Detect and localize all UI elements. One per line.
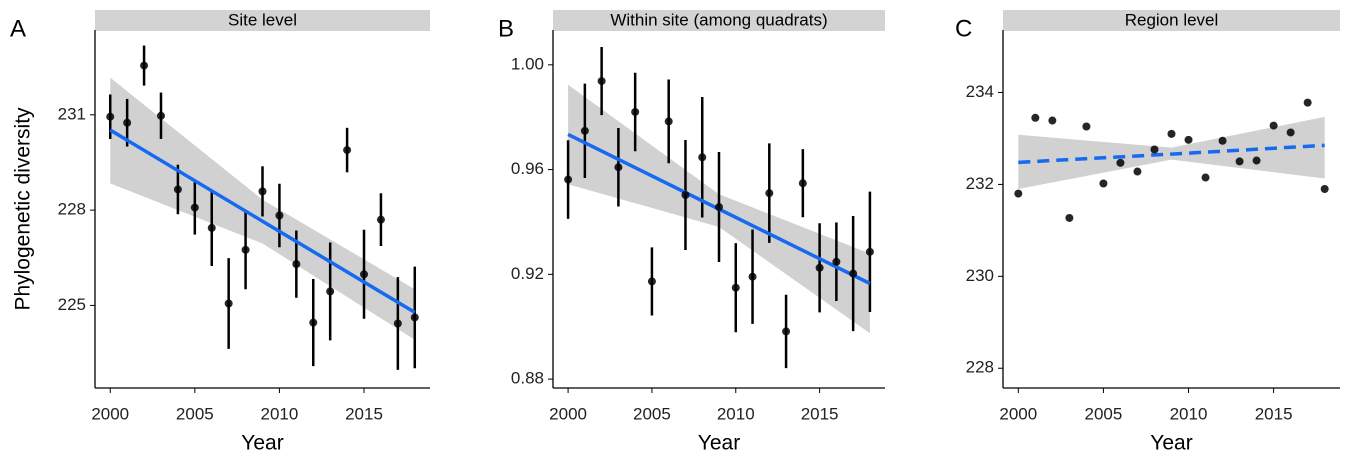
point — [1320, 185, 1329, 194]
y-tick-label: 1.00 — [511, 54, 544, 73]
y-tick-label: 230 — [966, 266, 994, 285]
point — [815, 263, 824, 272]
point — [393, 319, 402, 328]
point — [292, 260, 301, 269]
y-tick-label: 234 — [966, 82, 994, 101]
point — [140, 61, 149, 70]
point — [564, 175, 573, 184]
point — [106, 112, 115, 121]
point — [731, 283, 740, 292]
point — [647, 277, 656, 286]
point — [1303, 98, 1312, 107]
point — [580, 126, 589, 135]
point — [1150, 145, 1159, 154]
point — [664, 117, 673, 126]
point — [765, 189, 774, 198]
y-tick-label: 232 — [966, 174, 994, 193]
point — [1286, 128, 1295, 137]
point — [123, 118, 132, 127]
point — [343, 146, 352, 155]
x-tick-label: 2005 — [633, 404, 671, 423]
point — [1269, 121, 1278, 130]
point — [1065, 213, 1074, 222]
y-tick-label: 0.92 — [511, 264, 544, 283]
point — [631, 107, 640, 116]
point — [748, 272, 757, 281]
point — [832, 257, 841, 266]
strip — [553, 10, 885, 31]
point — [1184, 135, 1193, 144]
x-tick-label: 2005 — [176, 404, 214, 423]
point — [614, 163, 623, 172]
point — [1082, 122, 1091, 131]
point — [190, 203, 199, 212]
point — [1099, 179, 1108, 188]
point — [1218, 136, 1227, 145]
y-tick-label: 228 — [966, 358, 994, 377]
x-axis-title: Year — [1150, 432, 1192, 455]
point — [798, 179, 807, 188]
point — [1201, 173, 1210, 182]
x-tick-label: 2015 — [345, 404, 383, 423]
y-tick-label: 231 — [58, 104, 86, 123]
y-tick-label: 228 — [58, 200, 86, 219]
strip — [95, 10, 430, 31]
point — [1031, 113, 1040, 122]
point — [224, 299, 233, 308]
point — [156, 111, 165, 120]
point — [1133, 167, 1142, 176]
panel-letter: B — [498, 15, 514, 42]
point — [275, 211, 284, 220]
panel-title: Region level — [1125, 10, 1219, 29]
x-axis-title: Year — [241, 432, 283, 455]
y-tick-label: 0.96 — [511, 159, 544, 178]
x-tick-label: 2000 — [999, 404, 1037, 423]
point — [698, 153, 707, 162]
panel-letter: A — [10, 15, 26, 42]
point — [782, 327, 791, 336]
x-tick-label: 2010 — [261, 404, 299, 423]
panel-title: Site level — [228, 10, 297, 29]
point — [1048, 116, 1057, 125]
y-axis-title: Phylogenetic diversity — [12, 107, 35, 311]
panel-letter: C — [955, 15, 972, 42]
trend-line — [109, 128, 416, 314]
x-tick-label: 2010 — [717, 404, 755, 423]
point — [258, 187, 267, 196]
point — [681, 190, 690, 199]
y-tick-label: 225 — [58, 295, 86, 314]
x-axis-title: Year — [698, 432, 740, 455]
y-tick-label: 0.88 — [511, 369, 544, 388]
panel-title: Within site (among quadrats) — [610, 10, 827, 29]
point — [715, 203, 723, 212]
point — [410, 313, 419, 322]
point — [326, 287, 335, 296]
point — [1167, 129, 1176, 138]
trend-line — [1018, 143, 1325, 165]
point — [1235, 157, 1244, 166]
point — [849, 269, 858, 278]
point — [241, 245, 250, 254]
x-tick-label: 2010 — [1170, 404, 1208, 423]
strip — [1003, 10, 1340, 31]
point — [376, 215, 385, 224]
x-tick-label: 2005 — [1085, 404, 1123, 423]
point — [207, 223, 216, 232]
x-tick-label: 2015 — [801, 404, 839, 423]
point — [865, 247, 874, 256]
point — [309, 318, 318, 327]
x-tick-label: 2015 — [1255, 404, 1293, 423]
x-tick-label: 2000 — [549, 404, 587, 423]
x-tick-label: 2000 — [91, 404, 129, 423]
point — [597, 77, 606, 86]
point — [173, 185, 182, 194]
point — [1116, 158, 1125, 167]
point — [1014, 189, 1023, 198]
point — [1252, 156, 1261, 165]
point — [360, 270, 369, 279]
